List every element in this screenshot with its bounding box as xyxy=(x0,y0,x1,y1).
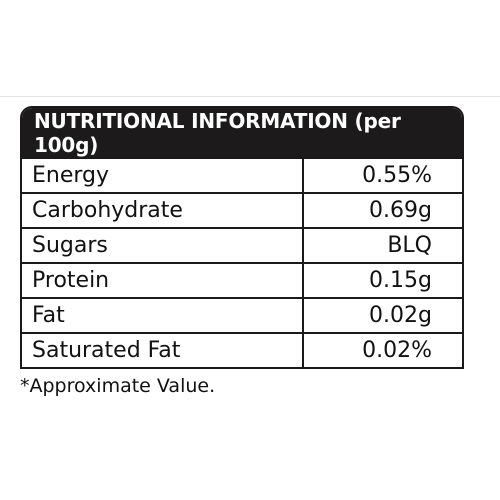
row-label: Fat xyxy=(22,299,304,332)
row-label: Saturated Fat xyxy=(22,334,304,367)
top-divider xyxy=(0,96,500,97)
row-value: BLQ xyxy=(387,233,432,258)
row-label: Protein xyxy=(22,264,304,297)
row-label: Carbohydrate xyxy=(22,194,304,227)
row-value: 0.55% xyxy=(362,163,432,188)
footnote: *Approximate Value. xyxy=(20,375,216,397)
table-row-carbohydrate: Carbohydrate 0.69g xyxy=(22,192,462,227)
table-row-fat: Fat 0.02g xyxy=(22,297,462,332)
table-header: NUTRITIONAL INFORMATION (per 100g) xyxy=(22,108,462,157)
row-label: Sugars xyxy=(22,229,304,262)
nutrition-table: NUTRITIONAL INFORMATION (per 100g) Energ… xyxy=(20,106,464,369)
row-value: 0.69g xyxy=(369,198,432,223)
table-row-saturated-fat: Saturated Fat 0.02% xyxy=(22,332,462,367)
table-row-energy: Energy 0.55% xyxy=(22,157,462,192)
table-row-protein: Protein 0.15g xyxy=(22,262,462,297)
row-value: 0.02% xyxy=(362,338,432,363)
table-row-sugars: Sugars BLQ xyxy=(22,227,462,262)
row-value: 0.02g xyxy=(369,303,432,328)
row-label: Energy xyxy=(22,159,304,192)
row-value: 0.15g xyxy=(369,268,432,293)
